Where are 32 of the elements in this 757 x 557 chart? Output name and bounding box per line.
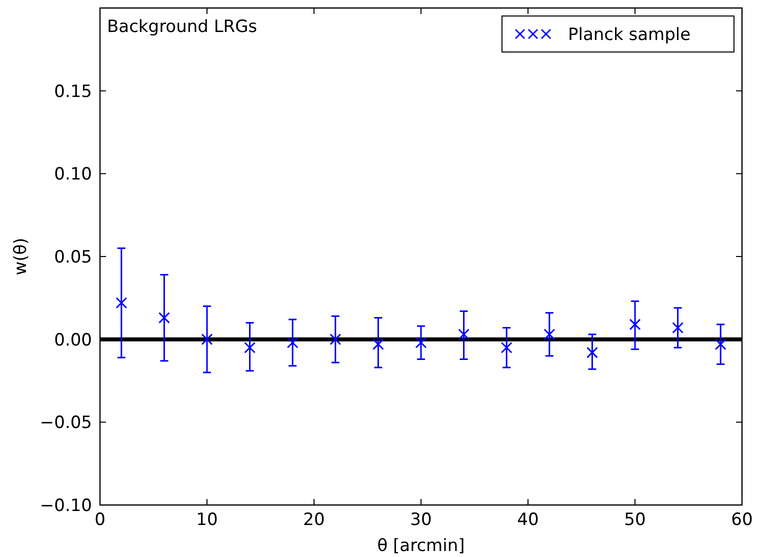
x-axis-title: θ [arcmin] [377,536,465,556]
point [158,312,170,324]
point [372,338,384,350]
point [458,328,470,340]
annotation: Background LRGs [107,17,258,37]
y-tick-label: 0.00 [54,330,92,350]
y-tick-label: 0.10 [54,164,92,185]
point [330,334,342,346]
x-tick-label: 30 [410,510,432,530]
x-tick-label: 20 [303,510,325,530]
point [286,336,298,348]
y-tick-label: −0.10 [40,496,92,516]
y-tick-label: 0.05 [54,247,92,268]
x-tick-label: 0 [94,510,106,530]
point [714,338,726,350]
y-tick-label: −0.05 [40,413,92,434]
x-tick-label: 50 [624,510,646,530]
point [672,322,684,334]
x-tick-label: 10 [196,510,218,530]
legend-label: Planck sample [568,24,691,45]
x-tick-label: 60 [731,510,753,530]
y-tick-label: 0.15 [54,82,92,102]
point [629,318,641,330]
point [244,342,256,354]
point [500,342,512,354]
point [415,336,427,348]
point [116,297,128,309]
x-tick-label: 40 [517,510,539,530]
point [544,328,556,340]
point [201,334,213,346]
point [586,346,598,358]
y-axis-title: w(θ) [11,238,31,276]
